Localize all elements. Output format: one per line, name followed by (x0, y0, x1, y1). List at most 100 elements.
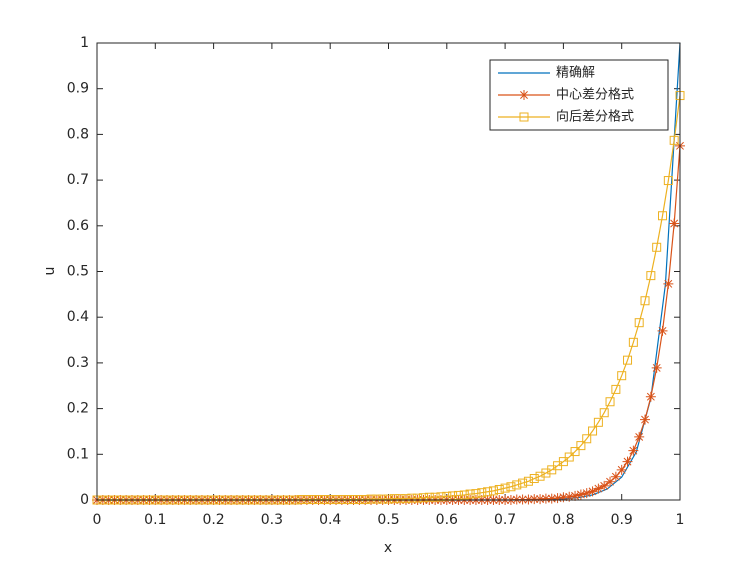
square-marker (628, 337, 638, 347)
legend-label: 中心差分格式 (556, 87, 634, 103)
x-axis-label: x (384, 540, 392, 556)
legend-marker (519, 112, 529, 122)
square-marker (593, 417, 603, 427)
square-marker (611, 384, 621, 394)
x-tick-label: 0.3 (261, 512, 283, 528)
x-tick-label: 0.4 (319, 512, 341, 528)
star-marker (610, 471, 621, 482)
x-tick-label: 1 (676, 512, 685, 528)
y-tick-label: 0.4 (67, 309, 89, 325)
square-marker (465, 489, 475, 499)
star-marker (593, 483, 604, 494)
y-axis-label: u (42, 267, 58, 276)
square-marker (477, 488, 487, 498)
y-tick-label: 0.7 (67, 172, 89, 188)
star-marker (663, 278, 674, 289)
square-marker (599, 408, 609, 418)
y-tick-label: 0.2 (67, 401, 89, 417)
square-marker (436, 492, 446, 502)
square-marker (488, 486, 498, 496)
square-marker (535, 471, 545, 481)
square-marker (418, 493, 428, 503)
star-marker (657, 325, 668, 336)
x-tick-label: 0 (93, 512, 102, 528)
square-marker (453, 490, 463, 500)
square-marker (617, 371, 627, 381)
square-marker (471, 489, 481, 499)
square-marker (588, 426, 598, 436)
square-marker (413, 493, 423, 503)
square-marker (576, 441, 586, 451)
star-marker (564, 491, 575, 502)
x-tick-label: 0.7 (494, 512, 516, 528)
square-marker (663, 176, 673, 186)
square-marker (366, 494, 376, 504)
star-marker (651, 362, 662, 373)
square-marker (372, 494, 382, 504)
star-marker (558, 492, 569, 503)
square-marker (634, 318, 644, 328)
y-tick-label: 0.8 (67, 126, 89, 142)
star-marker (540, 493, 551, 504)
square-marker (401, 494, 411, 504)
y-tick-label: 1 (80, 35, 89, 51)
star-marker (634, 431, 645, 442)
star-marker (622, 456, 633, 467)
star-marker (587, 486, 598, 497)
star-marker (645, 391, 656, 402)
y-tick-label: 0.1 (67, 446, 89, 462)
star-marker (599, 480, 610, 491)
star-marker (552, 493, 563, 504)
square-marker (378, 494, 388, 504)
square-marker (558, 457, 568, 467)
y-tick-label: 0 (80, 492, 89, 508)
square-marker (506, 482, 516, 492)
square-marker (384, 494, 393, 504)
star-marker (570, 490, 581, 501)
x-tick-label: 0.6 (436, 512, 458, 528)
x-tick-label: 0.1 (144, 512, 166, 528)
star-marker (581, 488, 592, 499)
square-marker (582, 434, 592, 444)
x-tick-label: 0.2 (202, 512, 224, 528)
legend-marker (519, 90, 529, 100)
square-marker (483, 487, 493, 497)
x-tick-label: 0.5 (377, 512, 399, 528)
legend-label: 向后差分格式 (556, 109, 634, 125)
plot-frame (96, 42, 681, 501)
star-marker (669, 218, 680, 229)
square-marker (529, 474, 539, 484)
square-marker (459, 490, 469, 500)
square-marker (541, 468, 551, 478)
square-marker (623, 355, 633, 365)
x-tick-label: 0.9 (611, 512, 633, 528)
square-marker (518, 478, 528, 488)
square-marker (512, 480, 522, 490)
y-tick-label: 0.9 (67, 81, 89, 97)
square-marker (605, 397, 615, 407)
square-marker (646, 271, 656, 281)
square-marker (500, 483, 510, 493)
square-marker (652, 242, 662, 252)
square-marker (523, 476, 533, 486)
star-marker (575, 489, 586, 500)
legend-label: 精确解 (556, 66, 595, 81)
star-marker (535, 494, 546, 505)
star-marker (605, 476, 616, 487)
y-tick-label: 0.5 (67, 264, 89, 280)
square-marker (389, 494, 399, 504)
square-marker (640, 296, 650, 306)
star-marker (616, 464, 627, 475)
square-marker (395, 494, 405, 504)
star-marker (640, 414, 651, 425)
square-marker (669, 135, 679, 145)
square-marker (430, 492, 440, 502)
y-tick-label: 0.6 (67, 218, 89, 234)
square-marker (407, 493, 417, 503)
x-tick-label: 0.8 (552, 512, 574, 528)
star-marker (546, 493, 557, 504)
square-marker (570, 447, 580, 457)
star-marker (628, 445, 639, 456)
